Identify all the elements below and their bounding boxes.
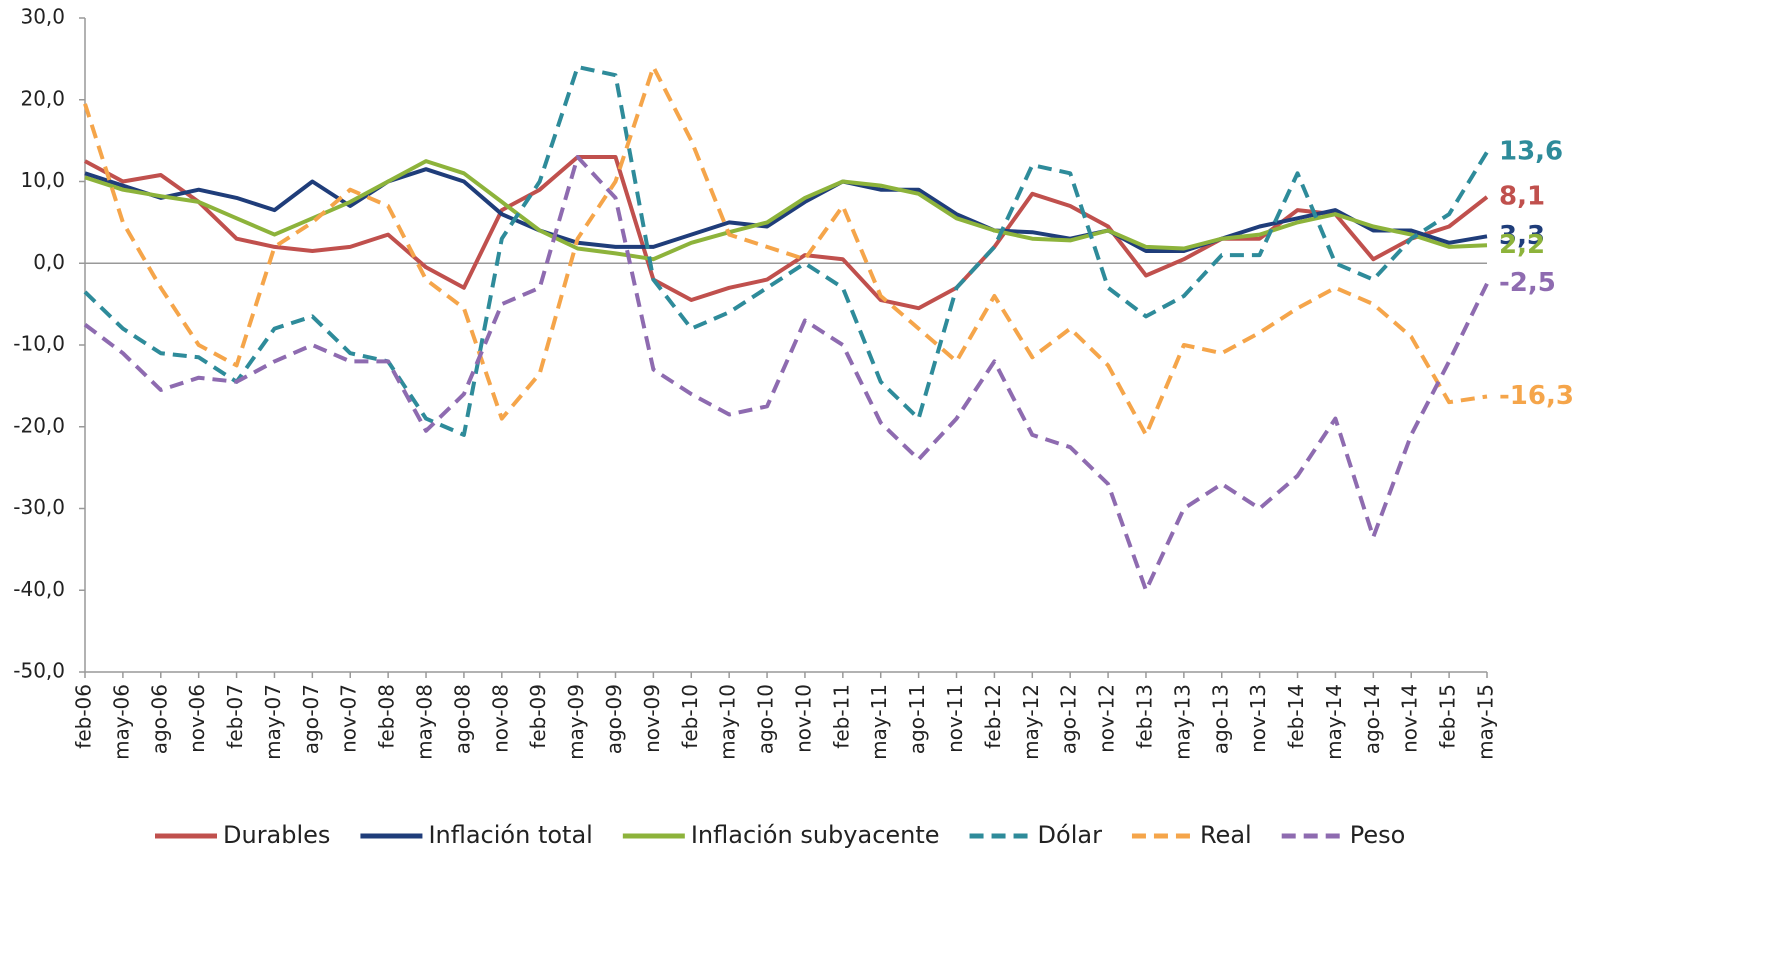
x-tick-label: ago-09 — [602, 684, 626, 754]
x-tick-label: ago-10 — [754, 684, 778, 754]
series-line — [84, 159, 1488, 262]
x-tick-label: nov-13 — [1246, 684, 1270, 753]
x-tick-label: may-13 — [1170, 684, 1194, 760]
x-tick-label: nov-12 — [1095, 684, 1119, 753]
x-tick-label: may-09 — [564, 684, 588, 760]
x-tick-label: feb-15 — [1436, 684, 1460, 749]
series-line — [84, 155, 1489, 311]
end-label: -2,5 — [1499, 268, 1556, 298]
y-tick-label: 0,0 — [33, 250, 65, 274]
y-tick-label: 30,0 — [20, 5, 65, 29]
y-tick-label: -30,0 — [13, 495, 65, 519]
series-line — [83, 65, 1489, 437]
x-tick-label: feb-12 — [981, 684, 1005, 749]
x-tick-label: nov-09 — [640, 684, 664, 753]
legend-label: Inflación subyacente — [691, 821, 940, 849]
end-label: 13,6 — [1499, 137, 1563, 167]
x-tick-label: nov-10 — [791, 684, 815, 753]
x-tick-label: may-15 — [1474, 684, 1498, 760]
series-line — [84, 167, 1488, 253]
x-tick-label: may-07 — [261, 684, 285, 760]
legend: Durables Inflación total Inflación subyace… — [155, 821, 1405, 849]
x-tick-label: feb-08 — [375, 684, 399, 749]
end-label: 3,3 — [1499, 221, 1545, 251]
legend-label: Peso — [1350, 821, 1406, 849]
x-tick-label: may-11 — [867, 684, 891, 760]
x-tick-label: ago-06 — [147, 684, 171, 754]
x-tick-label: nov-14 — [1398, 684, 1422, 753]
y-tick-label: -10,0 — [13, 332, 65, 356]
legend-label: Inflación total — [428, 821, 592, 849]
x-tick-label: feb-10 — [678, 684, 702, 749]
x-tick-label: may-10 — [716, 684, 740, 760]
x-tick-label: nov-07 — [337, 684, 361, 753]
x-tick-label: feb-06 — [72, 684, 96, 749]
x-tick-label: nov-06 — [185, 684, 209, 753]
y-tick-label: 20,0 — [20, 86, 65, 110]
y-tick-label: -50,0 — [13, 659, 65, 683]
x-tick-label: ago-11 — [905, 684, 929, 754]
y-tick-label: -20,0 — [13, 413, 65, 437]
legend-label: Real — [1200, 821, 1252, 849]
x-tick-label: ago-13 — [1208, 684, 1232, 754]
x-tick-label: ago-14 — [1360, 684, 1384, 754]
legend-label: Durables — [223, 821, 330, 849]
x-tick-label: feb-09 — [526, 684, 550, 749]
y-tick-label: 10,0 — [20, 168, 65, 192]
x-tick-label: nov-11 — [943, 684, 967, 753]
end-label: -16,3 — [1499, 381, 1574, 411]
legend-label: Dólar — [1038, 821, 1103, 849]
x-tick-label: feb-07 — [223, 684, 247, 749]
x-tick-label: may-12 — [1019, 684, 1043, 760]
x-tick-label: nov-08 — [488, 684, 512, 753]
x-tick-label: ago-08 — [450, 684, 474, 754]
x-tick-label: feb-14 — [1284, 684, 1308, 749]
end-label: 8,1 — [1499, 182, 1545, 212]
series-line — [83, 155, 1489, 593]
y-tick-label: -40,0 — [13, 577, 65, 601]
x-tick-label: feb-11 — [829, 684, 853, 749]
x-tick-label: may-06 — [109, 684, 133, 760]
end-label: 2,2 — [1499, 230, 1545, 260]
series-line — [83, 65, 1488, 437]
x-tick-label: ago-12 — [1057, 684, 1081, 754]
x-tick-label: ago-07 — [299, 684, 323, 754]
x-tick-label: may-14 — [1322, 684, 1346, 760]
x-tick-label: feb-13 — [1132, 684, 1156, 749]
x-tick-label: may-08 — [413, 684, 437, 760]
